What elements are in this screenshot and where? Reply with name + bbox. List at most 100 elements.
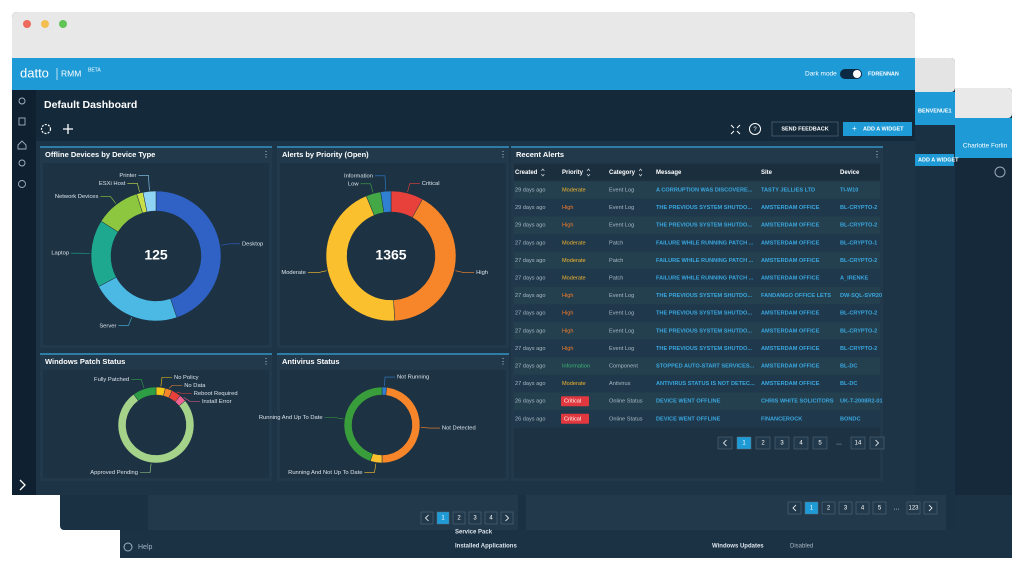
page-number[interactable]: 14 (855, 441, 862, 447)
page-button[interactable] (468, 511, 482, 525)
page-button[interactable] (906, 501, 921, 515)
cell: AMSTERDAM OFFICE (761, 258, 820, 264)
nav-icon[interactable] (18, 159, 26, 167)
nav-icon[interactable] (18, 180, 26, 188)
table-row[interactable] (514, 374, 880, 393)
table-row[interactable] (514, 410, 880, 428)
widget-menu[interactable]: ⋮ (262, 150, 270, 159)
page-button[interactable] (774, 436, 790, 450)
fullscreen[interactable] (730, 124, 741, 135)
add-widget[interactable]: ADD A WIDGET (918, 157, 959, 163)
page-number[interactable]: 2 (827, 506, 831, 512)
page-button[interactable] (838, 501, 853, 515)
send-feedback-button[interactable] (771, 121, 839, 137)
widget-menu[interactable]: ⋮ (873, 150, 881, 159)
table-row[interactable] (514, 322, 880, 340)
page-number[interactable]: 5 (818, 441, 822, 447)
column-header[interactable]: Priority (562, 170, 584, 176)
page-number[interactable]: 1 (742, 441, 746, 447)
table-row[interactable] (514, 304, 880, 322)
page-next[interactable] (923, 501, 938, 515)
page-number[interactable]: … (836, 441, 842, 447)
cell: DEVICE WENT OFFLINE (656, 416, 721, 422)
column-header[interactable]: Site (761, 170, 773, 176)
page-button[interactable] (484, 511, 498, 525)
widget-menu[interactable]: ⋮ (262, 357, 270, 366)
page-button[interactable] (804, 501, 819, 515)
page-number[interactable]: 2 (761, 441, 765, 447)
settings[interactable] (40, 123, 52, 135)
table-row[interactable] (514, 216, 880, 234)
table-row[interactable] (514, 251, 880, 270)
page-number[interactable]: 4 (861, 506, 865, 512)
page-button[interactable] (736, 436, 752, 450)
cell: FAILURE WHILE RUNNING PATCH ... (656, 258, 754, 264)
page-number[interactable]: … (894, 506, 900, 512)
page-number[interactable]: 4 (799, 441, 803, 447)
page-button[interactable] (821, 501, 836, 515)
page-number[interactable]: 2 (457, 516, 461, 522)
page-number[interactable]: 3 (844, 506, 848, 512)
close[interactable] (23, 20, 31, 28)
segment-label: Critical (422, 181, 440, 187)
nav-icon[interactable] (17, 140, 27, 150)
table-row[interactable] (514, 181, 880, 199)
column-header[interactable]: Category (609, 170, 636, 176)
column-header[interactable]: Created (515, 170, 538, 176)
add-widget[interactable]: ADD A WIDGET (863, 126, 904, 132)
page-number[interactable]: 123 (908, 506, 919, 512)
page-button[interactable] (452, 511, 466, 525)
table-row[interactable] (514, 339, 880, 358)
help[interactable] (749, 123, 761, 135)
widget-menu[interactable]: ⋮ (499, 150, 507, 159)
table-row[interactable] (514, 392, 880, 410)
user[interactable]: FDRENNAN (868, 71, 899, 77)
page-number[interactable]: 4 (489, 516, 493, 522)
add-widget-button[interactable] (912, 154, 954, 166)
table-row[interactable] (514, 357, 880, 375)
cell: Patch (609, 275, 623, 281)
donut-segment (133, 386, 157, 402)
page-button[interactable] (850, 436, 866, 450)
cell: 27 days ago (515, 363, 545, 369)
priority: Information (562, 363, 590, 369)
table-row[interactable] (514, 286, 880, 305)
page-number[interactable]: 1 (810, 506, 814, 512)
minimize[interactable] (41, 20, 49, 28)
table-row[interactable] (514, 269, 880, 287)
cell: Online Status (609, 416, 643, 422)
leader-line (374, 175, 386, 191)
widget-menu[interactable]: ⋮ (499, 357, 507, 366)
page-next[interactable] (500, 511, 514, 525)
donut-segment (343, 386, 383, 462)
column-header[interactable]: Device (840, 170, 860, 176)
page-number[interactable]: 1 (441, 516, 445, 522)
nav-icon[interactable] (18, 97, 26, 105)
page-button[interactable] (755, 436, 771, 450)
zoom[interactable] (59, 20, 67, 28)
column-header[interactable]: Message (656, 170, 682, 176)
page-number[interactable]: 3 (473, 516, 477, 522)
page-button[interactable] (793, 436, 809, 450)
page-number[interactable]: 5 (878, 506, 882, 512)
cell: 27 days ago (515, 381, 545, 387)
page-prev[interactable] (420, 511, 434, 525)
page-button[interactable] (812, 436, 828, 450)
leader-line (127, 183, 140, 193)
send-feedback[interactable]: SEND FEEDBACK (781, 126, 828, 132)
page-button[interactable] (436, 511, 450, 525)
page-next[interactable] (869, 436, 885, 450)
page-button[interactable] (872, 501, 887, 515)
nav-icon[interactable] (18, 117, 26, 126)
cell: Antivirus (609, 381, 631, 387)
add-widget-button[interactable] (843, 122, 912, 136)
page-number[interactable]: 3 (780, 441, 784, 447)
page-prev[interactable] (717, 436, 733, 450)
page-prev[interactable] (787, 501, 802, 515)
expand-sidebar[interactable] (19, 479, 26, 491)
table-row[interactable] (514, 234, 880, 252)
add[interactable] (63, 124, 73, 134)
sidebar (12, 90, 36, 495)
table-row[interactable] (514, 198, 880, 217)
page-button[interactable] (855, 501, 870, 515)
